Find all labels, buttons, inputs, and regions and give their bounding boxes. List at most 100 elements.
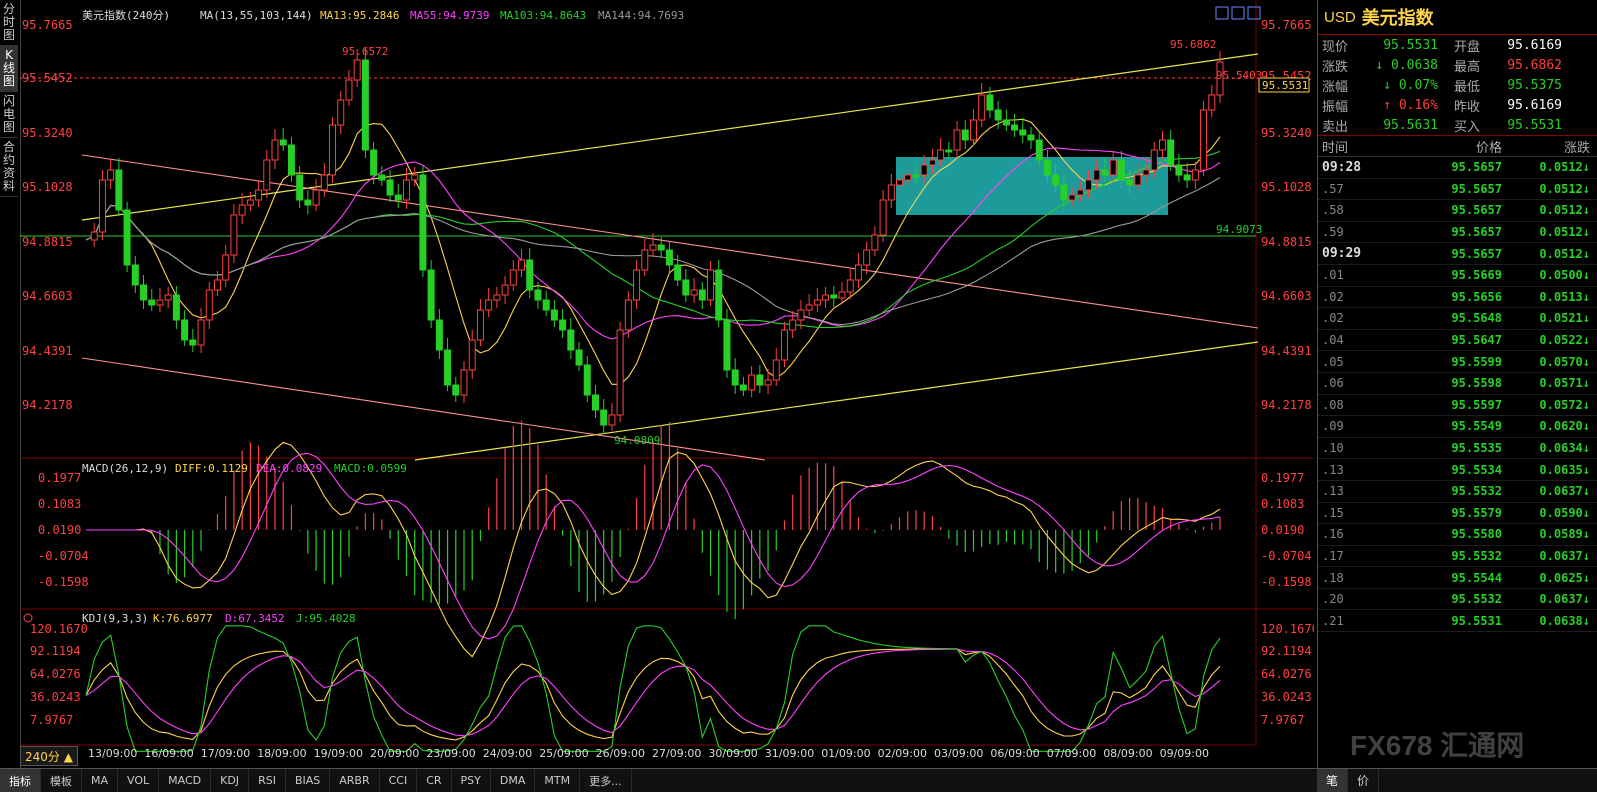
tick-time: .02 xyxy=(1322,289,1344,304)
tab-arbr[interactable]: ARBR xyxy=(330,769,380,792)
chart-area[interactable]: 95.7665 95.5452 95.3240 95.1028 94.8815 … xyxy=(20,0,1314,768)
candle-body xyxy=(337,99,345,126)
tick-row[interactable]: .01 95.5669 0.0500↓ xyxy=(1318,265,1597,287)
tick-change: 0.0638↓ xyxy=(1539,613,1590,628)
ticks-list[interactable]: 09:28 95.5657 0.0512↓ .57 95.5657 0.0512↓ .58 9… xyxy=(1318,157,1597,633)
tick-row[interactable]: .20 95.5532 0.0637↓ xyxy=(1318,589,1597,611)
candle-body xyxy=(608,414,616,426)
tab-contract-info[interactable]: 合约资料 xyxy=(0,138,18,197)
tick-row[interactable]: .59 95.5657 0.0512↓ xyxy=(1318,222,1597,244)
candle-body xyxy=(575,349,583,366)
tick-time: .10 xyxy=(1322,441,1344,456)
candle-body xyxy=(263,159,271,191)
candle-body xyxy=(1101,169,1109,176)
candle-body xyxy=(1035,139,1043,161)
tick-row[interactable]: .13 95.5532 0.0637↓ xyxy=(1318,481,1597,503)
quote-panel: USD 美元指数 现价 95.5531 开盘 95.6169 涨跌 ↓ 0.0638 最高 9… xyxy=(1317,0,1597,791)
macd-tick: 0.1083 xyxy=(1261,497,1304,511)
tick-row[interactable]: .18 95.5544 0.0625↓ xyxy=(1318,567,1597,589)
candle-body xyxy=(953,129,961,151)
tab-kline[interactable]: K线图 xyxy=(0,46,18,92)
tab-rsi[interactable]: RSI xyxy=(249,769,286,792)
price-tick: 95.3240 xyxy=(22,126,73,140)
tab-cr[interactable]: CR xyxy=(417,769,452,792)
price-tick: 95.5452 xyxy=(22,71,73,85)
candle-body xyxy=(246,199,254,206)
tick-row[interactable]: .02 95.5656 0.0513↓ xyxy=(1318,287,1597,309)
candle-body xyxy=(115,169,123,211)
tick-row[interactable]: .13 95.5534 0.0635↓ xyxy=(1318,459,1597,481)
candle-body xyxy=(238,204,246,216)
chart-mode-tabs: 分时图 K线图 闪电图 合约资料 xyxy=(0,0,21,768)
candle-body xyxy=(731,369,739,386)
tick-price: 95.5657 xyxy=(1451,246,1502,261)
tab-template[interactable]: 模板 xyxy=(41,769,82,792)
tab-timeshare[interactable]: 分时图 xyxy=(0,0,18,46)
price-tick: 94.6603 xyxy=(1261,289,1312,303)
tick-row[interactable]: .02 95.5648 0.0521↓ xyxy=(1318,308,1597,330)
kline-chart-svg[interactable]: 95.7665 95.5452 95.3240 95.1028 94.8815 … xyxy=(20,0,1314,768)
tick-row[interactable]: .57 95.5657 0.0512↓ xyxy=(1318,179,1597,201)
candle-body xyxy=(123,209,131,266)
tab-mtm[interactable]: MTM xyxy=(535,769,581,792)
candle-body xyxy=(419,174,427,271)
quote-table: 现价 95.5531 开盘 95.6169 涨跌 ↓ 0.0638 最高 95.6862 涨幅 ↓… xyxy=(1318,35,1597,135)
date-tick: 24/09:00 xyxy=(483,747,532,760)
tab-bias[interactable]: BIAS xyxy=(286,769,331,792)
tick-row[interactable]: .10 95.5535 0.0634↓ xyxy=(1318,438,1597,460)
tick-row[interactable]: 09:29 95.5657 0.0512↓ xyxy=(1318,243,1597,265)
date-tick: 25/09:00 xyxy=(539,747,588,760)
current-price-box xyxy=(1258,77,1310,93)
candle-body xyxy=(378,174,386,181)
macd-tick: 0.0190 xyxy=(38,523,81,537)
candle-body xyxy=(542,299,550,311)
candle-body xyxy=(641,249,649,271)
tick-row[interactable]: .05 95.5599 0.0570↓ xyxy=(1318,351,1597,373)
candle-body xyxy=(485,299,493,311)
tick-row[interactable]: .09 95.5549 0.0620↓ xyxy=(1318,416,1597,438)
candle-body xyxy=(1019,129,1027,136)
price-tick: 94.6603 xyxy=(22,289,73,303)
tick-row[interactable]: .17 95.5532 0.0637↓ xyxy=(1318,546,1597,568)
tick-row[interactable]: .08 95.5597 0.0572↓ xyxy=(1318,395,1597,417)
quote-label: 最高 xyxy=(1454,59,1481,75)
candle-body xyxy=(526,259,534,291)
tab-vol[interactable]: VOL xyxy=(118,769,160,792)
tab-ma[interactable]: MA xyxy=(82,769,119,792)
tab-dma[interactable]: DMA xyxy=(491,769,536,792)
candle-body xyxy=(181,319,189,341)
price-tick: 95.3240 xyxy=(1261,126,1312,140)
tick-row[interactable]: .04 95.5647 0.0522↓ xyxy=(1318,330,1597,352)
tick-row[interactable]: .16 95.5580 0.0589↓ xyxy=(1318,524,1597,546)
tick-row[interactable]: 09:28 95.5657 0.0512↓ xyxy=(1318,157,1597,179)
period-button[interactable]: 240分 ▲ xyxy=(20,746,78,766)
tab-cci[interactable]: CCI xyxy=(380,769,418,792)
kdj-tick: 36.0243 xyxy=(1261,690,1312,704)
candle-body xyxy=(304,199,312,206)
candle-body xyxy=(896,179,904,186)
tick-time: 09:28 xyxy=(1322,159,1362,175)
tab-indicator[interactable]: 指标 xyxy=(0,769,41,792)
tick-change: 0.0512↓ xyxy=(1539,225,1590,240)
tick-row[interactable]: .58 95.5657 0.0512↓ xyxy=(1318,200,1597,222)
tick-row[interactable]: .06 95.5598 0.0571↓ xyxy=(1318,373,1597,395)
high-annotation-left: 95.6572 xyxy=(342,45,388,58)
tick-row[interactable]: .21 95.5531 0.0638↓ xyxy=(1318,610,1597,633)
macd-diff-line xyxy=(86,441,1221,658)
tab-macd[interactable]: MACD xyxy=(159,769,212,792)
candle-body xyxy=(279,139,287,146)
tab-by-price[interactable]: 价 xyxy=(1348,769,1380,792)
tab-by-trade[interactable]: 笔 xyxy=(1317,769,1349,792)
candle-body xyxy=(370,149,378,176)
tab-kdj[interactable]: KDJ xyxy=(211,769,250,792)
price-tick: 94.2178 xyxy=(1261,398,1312,412)
tab-flash[interactable]: 闪电图 xyxy=(0,92,18,138)
tab-psy[interactable]: PSY xyxy=(452,769,491,792)
candle-body xyxy=(1208,94,1216,111)
tick-row[interactable]: .15 95.5579 0.0590↓ xyxy=(1318,503,1597,525)
candle-body xyxy=(822,294,830,301)
tab-more[interactable]: 更多... xyxy=(580,769,632,792)
candle-body xyxy=(140,284,148,301)
candle-body xyxy=(312,189,320,206)
date-tick: 08/09:00 xyxy=(1103,747,1152,760)
